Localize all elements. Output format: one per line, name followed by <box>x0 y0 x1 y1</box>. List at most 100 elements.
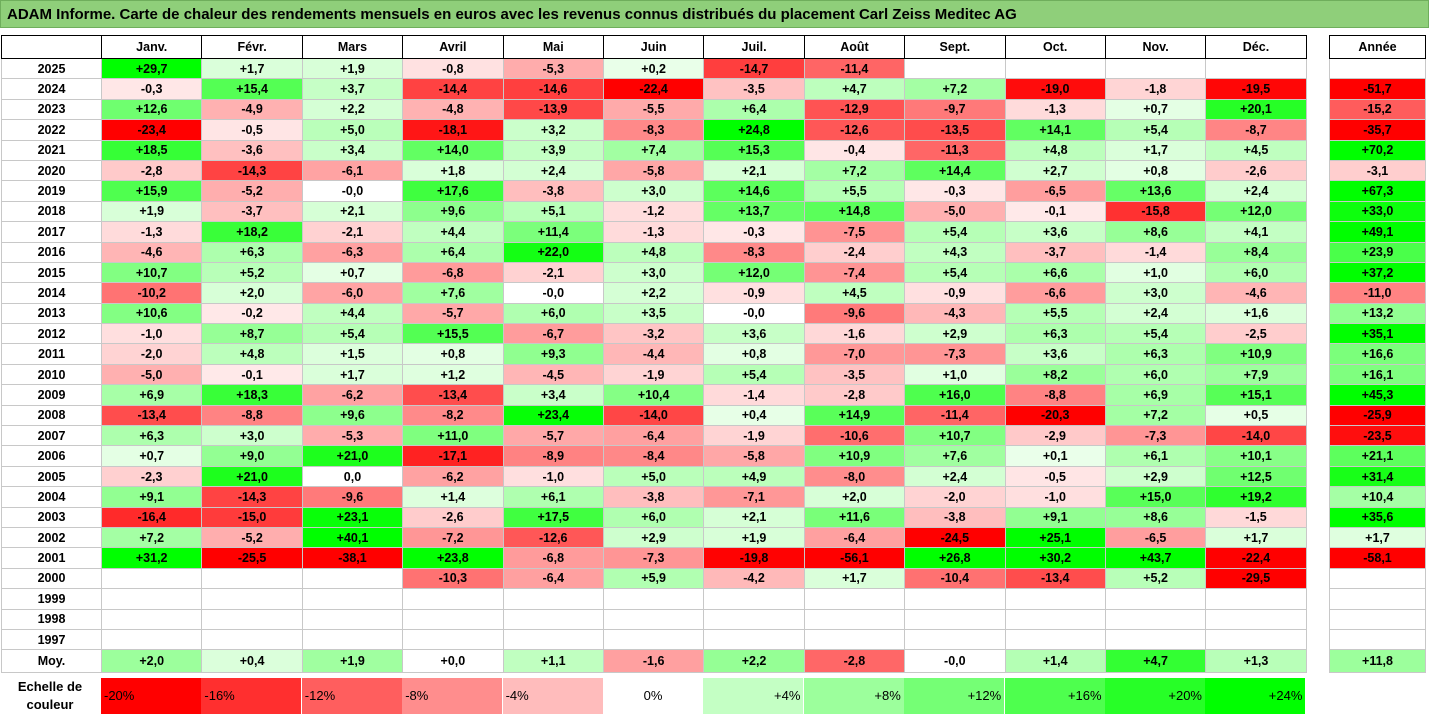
heatmap-cell: -6,3 <box>301 241 404 263</box>
heatmap-cell: +9,1 <box>100 486 203 508</box>
heatmap-cell: -2,8 <box>803 384 906 406</box>
annual-row: -15,2 <box>1329 98 1426 121</box>
heatmap-cell: +0,4 <box>703 404 805 427</box>
table-row: 2010 -5,0 -0,1 +1,7 +1,2 -4,5 -1,9 +5,4 -3,5 +1,0… <box>1 363 1307 386</box>
annual-row: +49,1 <box>1329 221 1426 243</box>
heatmap-cell <box>301 628 404 651</box>
heatmap-cell: +2,2 <box>301 98 404 121</box>
heatmap-cell: +3,0 <box>602 261 705 284</box>
heatmap-cell: -19,8 <box>703 547 805 569</box>
average-cell: +1,9 <box>301 649 404 674</box>
year-label: 2008 <box>1 404 102 427</box>
year-label: 2014 <box>1 282 102 304</box>
heatmap-cell: +1,7 <box>803 567 906 590</box>
heatmap-cell: -6,7 <box>502 323 604 345</box>
annual-row: -23,5 <box>1329 425 1426 447</box>
year-header-row: Année <box>1329 35 1426 59</box>
annual-row <box>1329 567 1426 590</box>
color-scale-swatch: -16% <box>201 678 302 714</box>
heatmap-cell: +4,3 <box>904 241 1006 263</box>
heatmap-cell: +15,4 <box>201 78 303 100</box>
heatmap-cell: +3,0 <box>602 180 705 202</box>
annual-row: -35,7 <box>1329 119 1426 141</box>
month-header: Sept. <box>904 35 1006 59</box>
heatmap-cell <box>402 608 504 630</box>
annual-cell: +16,1 <box>1329 363 1426 386</box>
heatmap-cell: -56,1 <box>803 547 906 569</box>
heatmap-cell: +40,1 <box>301 526 404 549</box>
annual-cell: -3,1 <box>1329 159 1426 182</box>
year-label: 2025 <box>1 57 102 80</box>
table-row: 2016 -4,6 +6,3 -6,3 +6,4 +22,0 +4,8 -8,3 -2,4 +4,… <box>1 241 1307 263</box>
heatmap-cell: -3,5 <box>803 363 906 386</box>
heatmap-cell <box>502 608 604 630</box>
heatmap-cell: +3,7 <box>301 78 404 100</box>
heatmap-cell: -2,6 <box>1205 159 1307 182</box>
heatmap-cell <box>703 588 805 610</box>
heatmap-cell: +23,1 <box>301 506 404 528</box>
heatmap-cell: +1,7 <box>1104 139 1207 161</box>
year-label: 1997 <box>1 628 102 651</box>
table-row: 2002 +7,2 -5,2 +40,1 -7,2 -12,6 +2,9 +1,9 -6,4 -2… <box>1 526 1307 549</box>
heatmap-cell: -12,9 <box>803 98 906 121</box>
heatmap-cell: -15,8 <box>1104 200 1207 223</box>
heatmap-cell: -22,4 <box>602 78 705 100</box>
heatmap-cell: -2,5 <box>1205 323 1307 345</box>
year-label: 2005 <box>1 465 102 488</box>
heatmap-cell: -0,5 <box>1004 465 1106 488</box>
heatmap-cell: +10,7 <box>100 261 203 284</box>
color-scale-swatch: +12% <box>904 678 1005 714</box>
heatmap-cell: +6,3 <box>1104 343 1207 365</box>
annual-row: +70,2 <box>1329 139 1426 161</box>
heatmap-cell: +11,0 <box>402 425 504 447</box>
heatmap-cell: +26,8 <box>904 547 1006 569</box>
heatmap-cell: -2,4 <box>803 241 906 263</box>
heatmap-cell: -11,4 <box>803 57 906 80</box>
heatmap-cell: -5,8 <box>703 445 805 467</box>
heatmap-cell: +4,8 <box>1004 139 1106 161</box>
heatmap-cell: -5,0 <box>100 363 203 386</box>
heatmap-cell: +5,5 <box>803 180 906 202</box>
annual-cell: -25,9 <box>1329 404 1426 427</box>
heatmap-cell: +18,2 <box>201 221 303 243</box>
heatmap-cell: -38,1 <box>301 547 404 569</box>
heatmap-cell: -8,4 <box>602 445 705 467</box>
year-label: 2023 <box>1 98 102 121</box>
color-scale-swatch: +16% <box>1004 678 1105 714</box>
heatmap-cell: -0,9 <box>904 282 1006 304</box>
heatmap-cell: 0,0 <box>301 465 404 488</box>
average-row: Moy. +2,0 +0,4 +1,9 +0,0 +1,1 -1,6 +2,2 -2,8 -0,0… <box>1 649 1307 674</box>
average-cell: +1,3 <box>1205 649 1307 674</box>
heatmap-cell: -12,6 <box>803 119 906 141</box>
heatmap-cell: -16,4 <box>100 506 203 528</box>
heatmap-cell: -1,4 <box>1104 241 1207 263</box>
heatmap-cell <box>1104 608 1207 630</box>
heatmap-cell: +9,0 <box>201 445 303 467</box>
heatmap-cell: +11,4 <box>502 221 604 243</box>
heatmap-cell <box>1104 628 1207 651</box>
heatmap-cell: -5,3 <box>502 57 604 80</box>
average-cell: +1,1 <box>502 649 604 674</box>
annual-cell: -15,2 <box>1329 98 1426 121</box>
year-label: 2013 <box>1 302 102 325</box>
heatmap-cell <box>301 608 404 630</box>
heatmap-cell: +5,9 <box>602 567 705 590</box>
heatmap-cell: -0,0 <box>502 282 604 304</box>
heatmap-cell: +18,5 <box>100 139 203 161</box>
annual-cell: +35,1 <box>1329 323 1426 345</box>
heatmap-cell: +3,6 <box>1004 221 1106 243</box>
average-cell: -2,8 <box>803 649 906 674</box>
heatmap-cell: -11,4 <box>904 404 1006 427</box>
year-label: 2022 <box>1 119 102 141</box>
heatmap-cell: -4,8 <box>402 98 504 121</box>
annual-cell: +1,7 <box>1329 526 1426 549</box>
heatmap-cell <box>1205 628 1307 651</box>
heatmap-cell: -0,0 <box>301 180 404 202</box>
heatmap-cell: +6,9 <box>1104 384 1207 406</box>
heatmap-cell: +2,1 <box>703 506 805 528</box>
heatmap-cell <box>402 628 504 651</box>
heatmap-cell: -14,0 <box>602 404 705 427</box>
heatmap-cell: +1,5 <box>301 343 404 365</box>
heatmap-cell: +1,2 <box>402 363 504 386</box>
annual-row: +16,6 <box>1329 343 1426 365</box>
